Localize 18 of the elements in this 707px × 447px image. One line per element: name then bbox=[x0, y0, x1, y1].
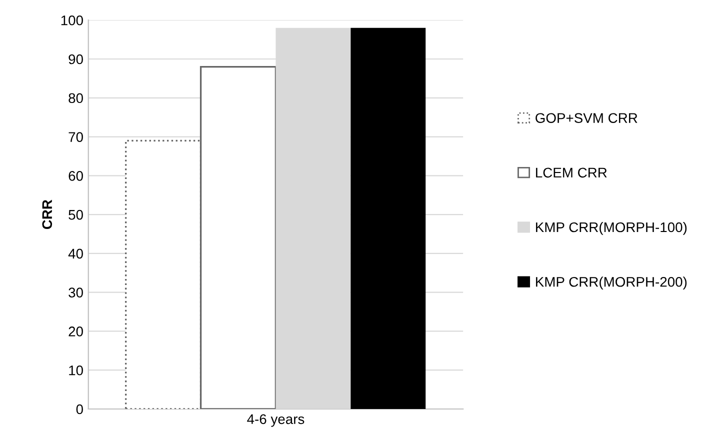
y-tick-label: 90 bbox=[68, 54, 83, 64]
y-tick-label: 0 bbox=[76, 404, 83, 414]
y-tick-label: 70 bbox=[68, 132, 83, 142]
legend-label: LCEM CRR bbox=[536, 168, 607, 178]
legend-label: KMP CRR(MORPH-100) bbox=[536, 222, 687, 235]
y-tick-label: 100 bbox=[61, 15, 83, 26]
y-axis-title: CRR bbox=[42, 200, 52, 230]
y-tick-label: 80 bbox=[68, 93, 83, 104]
y-tick-label: 60 bbox=[68, 171, 83, 181]
legend-label: GOP+SVM CRR bbox=[536, 113, 638, 123]
legend-label: KMP CRR(MORPH-200) bbox=[536, 276, 687, 290]
x-tick-label: 4-6 years bbox=[247, 414, 304, 427]
bar bbox=[350, 28, 426, 410]
y-tick-label: 10 bbox=[69, 365, 83, 376]
y-tick-label: 30 bbox=[68, 288, 83, 298]
y-tick-label: 40 bbox=[68, 248, 83, 259]
y-tick-label: 50 bbox=[68, 210, 83, 220]
y-tick-label: 20 bbox=[68, 326, 83, 336]
